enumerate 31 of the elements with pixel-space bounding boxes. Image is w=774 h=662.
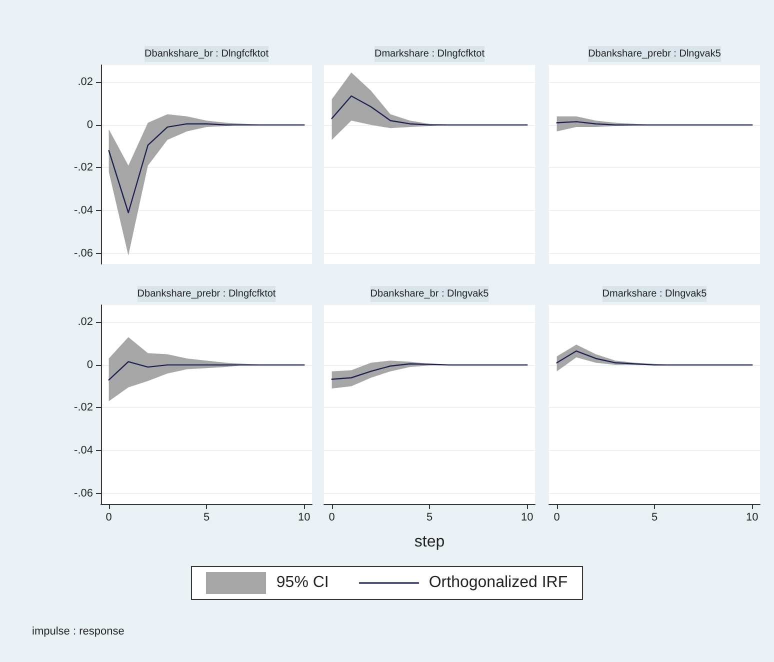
x-tick-label: 5 (426, 512, 433, 524)
text: impulse : response (32, 626, 124, 638)
y-tick-label: -.02 (74, 162, 93, 174)
chart-title: Dbankshare_prebr : Dlngvak5 (588, 48, 722, 60)
x-tick-label: 10 (746, 512, 758, 524)
y-tick-label: 0 (86, 118, 93, 131)
chart-title: Dbankshare_prebr : Dlngfcfktot (137, 288, 276, 300)
y-tick-label: -.06 (74, 247, 93, 260)
x-tick-label: 5 (651, 512, 658, 524)
y-tick-label: -.02 (74, 402, 93, 414)
y-tick-label: .02 (78, 76, 93, 88)
legend-label: Orthogonalized IRF (428, 574, 568, 592)
y-tick-label: .02 (78, 316, 93, 328)
line-series (108, 361, 305, 380)
chart-title: Dbankshare_br : Dlngfcfktot (144, 48, 269, 60)
line-series (108, 123, 305, 214)
x-tick-label: 0 (106, 512, 112, 524)
chart-title: Dmarkshare : Dlngvak5 (602, 288, 708, 300)
y-tick-label: 0 (86, 358, 93, 371)
x-tick-label: 10 (298, 512, 310, 524)
x-axis-title: step (414, 534, 445, 550)
x-tick-label: 0 (554, 512, 560, 524)
chart-title: Dbankshare_br : Dlngvak5 (370, 288, 490, 300)
y-tick-label: -.06 (74, 487, 93, 500)
y-tick-label: -.04 (74, 444, 93, 457)
y-tick-label: -.04 (74, 204, 93, 217)
chart-title: Dmarkshare : Dlngfcfktot (374, 48, 485, 60)
x-tick-label: 5 (203, 512, 210, 524)
x-tick-label: 10 (521, 512, 534, 524)
text: 95% CI (276, 574, 329, 592)
x-tick-label: 0 (328, 512, 335, 524)
